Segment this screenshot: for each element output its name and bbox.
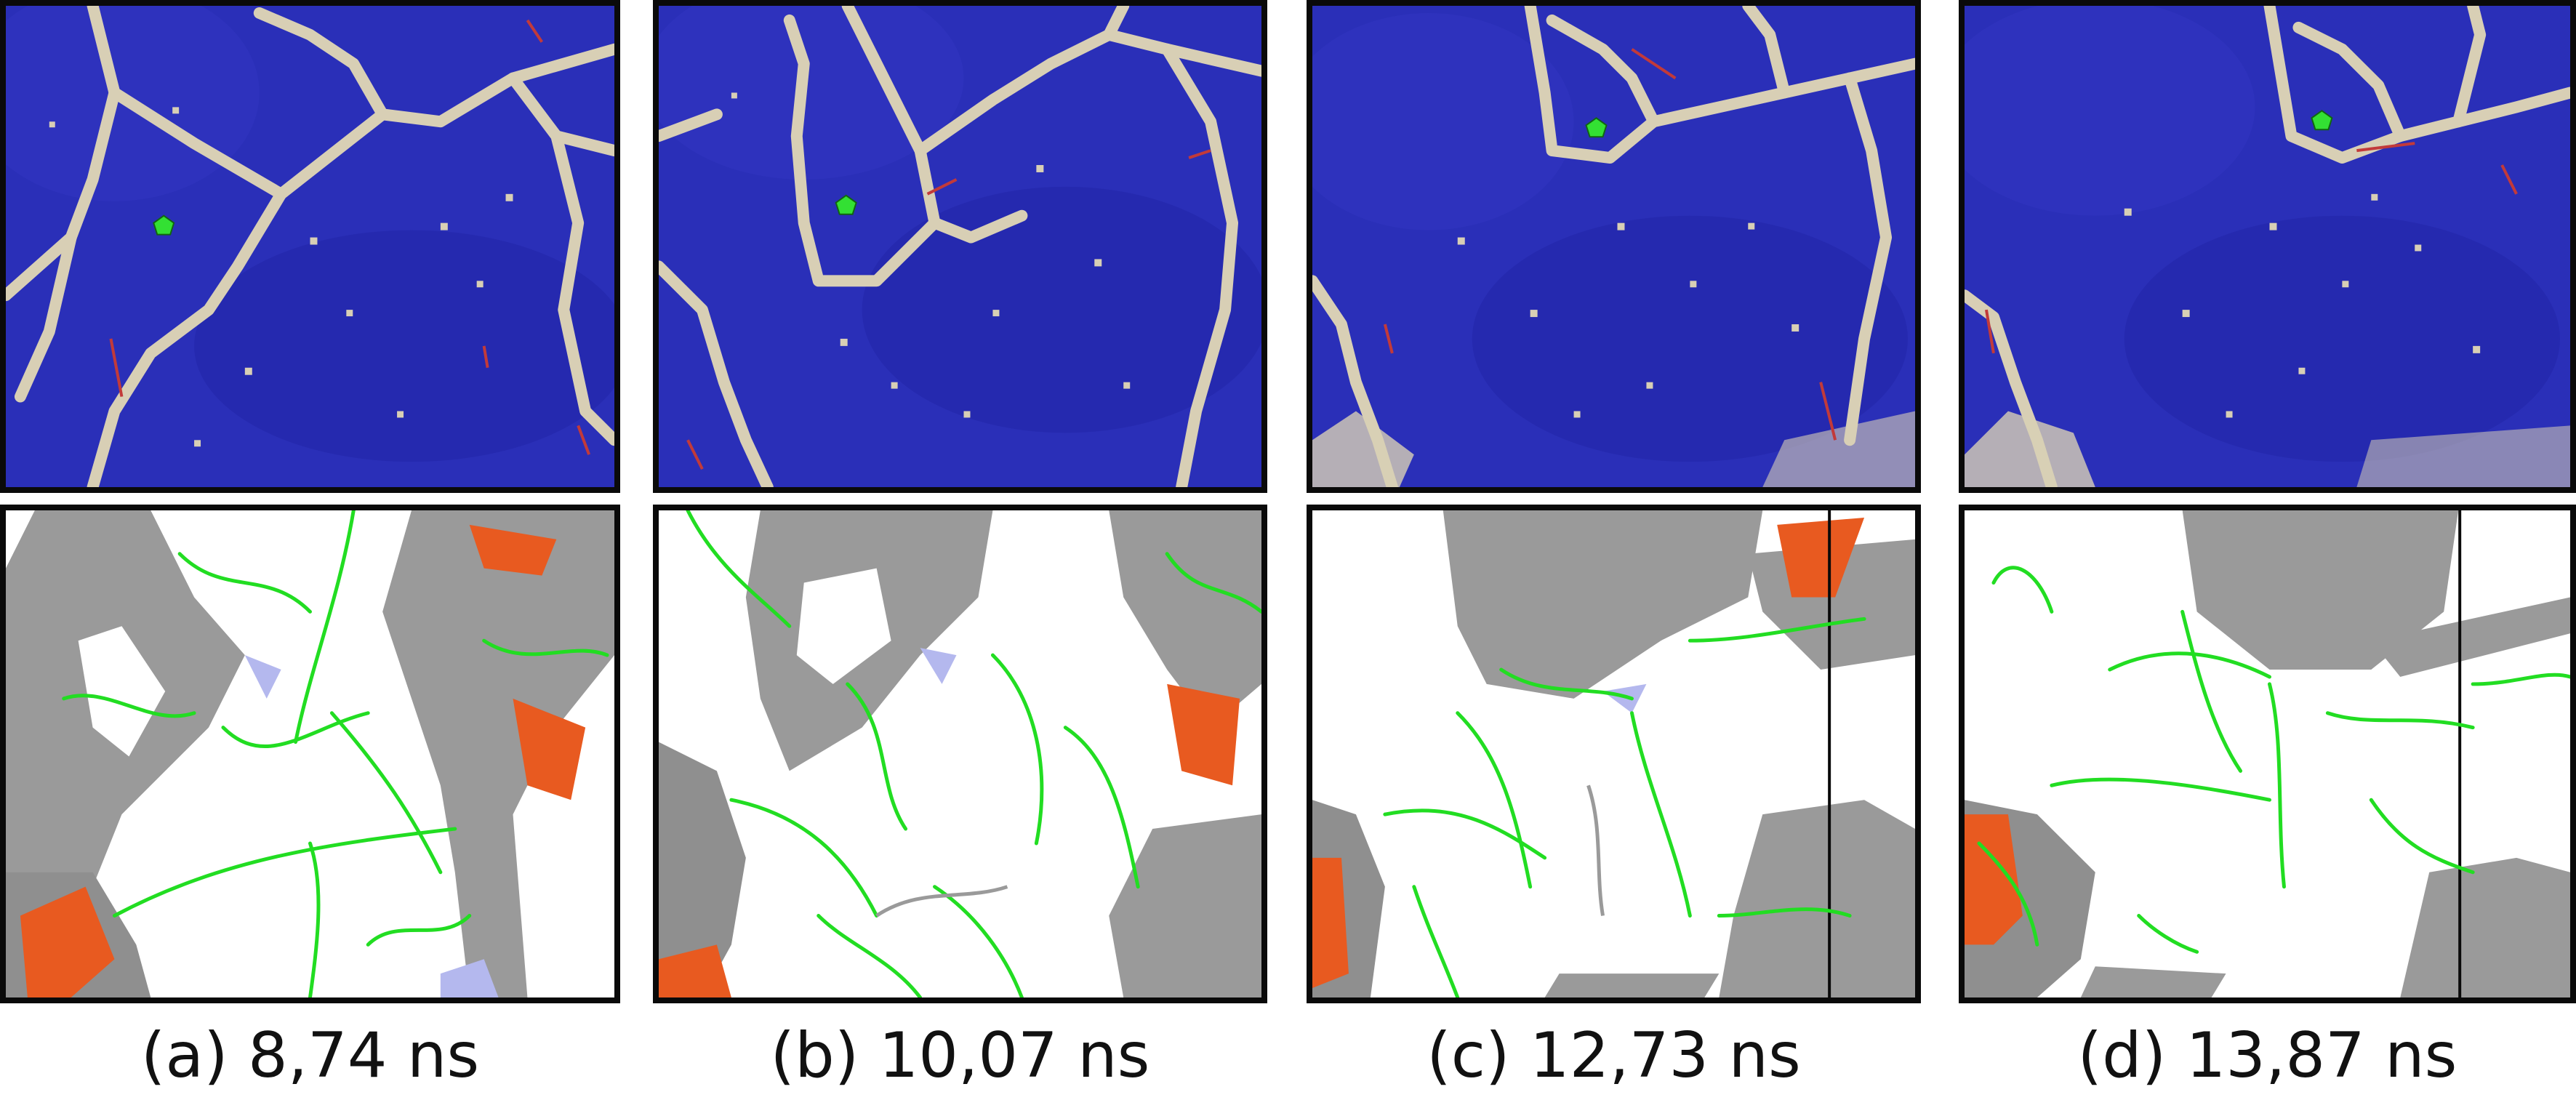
dislocation-image-d — [1965, 510, 2570, 997]
snapshot-a-atomistic — [0, 0, 620, 493]
caption-b: (b) 10,07 ns — [770, 1019, 1150, 1092]
caption-d: (d) 13,87 ns — [2077, 1019, 2457, 1092]
atomistic-image-d — [1965, 6, 2570, 487]
snapshot-d-atomistic — [1959, 0, 2576, 493]
caption-a: (a) 8,74 ns — [140, 1019, 480, 1092]
dislocation-image-b — [659, 510, 1261, 997]
snapshot-c-dislocations — [1307, 505, 1921, 1003]
atomistic-image-b — [659, 6, 1261, 487]
atomistic-image-c — [1312, 6, 1915, 487]
caption-c: (c) 12,73 ns — [1427, 1019, 1801, 1092]
dislocation-image-c — [1312, 510, 1915, 997]
snapshot-a-dislocations — [0, 505, 620, 1003]
snapshot-c-atomistic — [1307, 0, 1921, 493]
snapshot-b-atomistic — [653, 0, 1267, 493]
snapshot-d-dislocations — [1959, 505, 2576, 1003]
dislocation-image-a — [6, 510, 614, 997]
snapshot-b-dislocations — [653, 505, 1267, 1003]
atomistic-image-a — [6, 6, 614, 487]
